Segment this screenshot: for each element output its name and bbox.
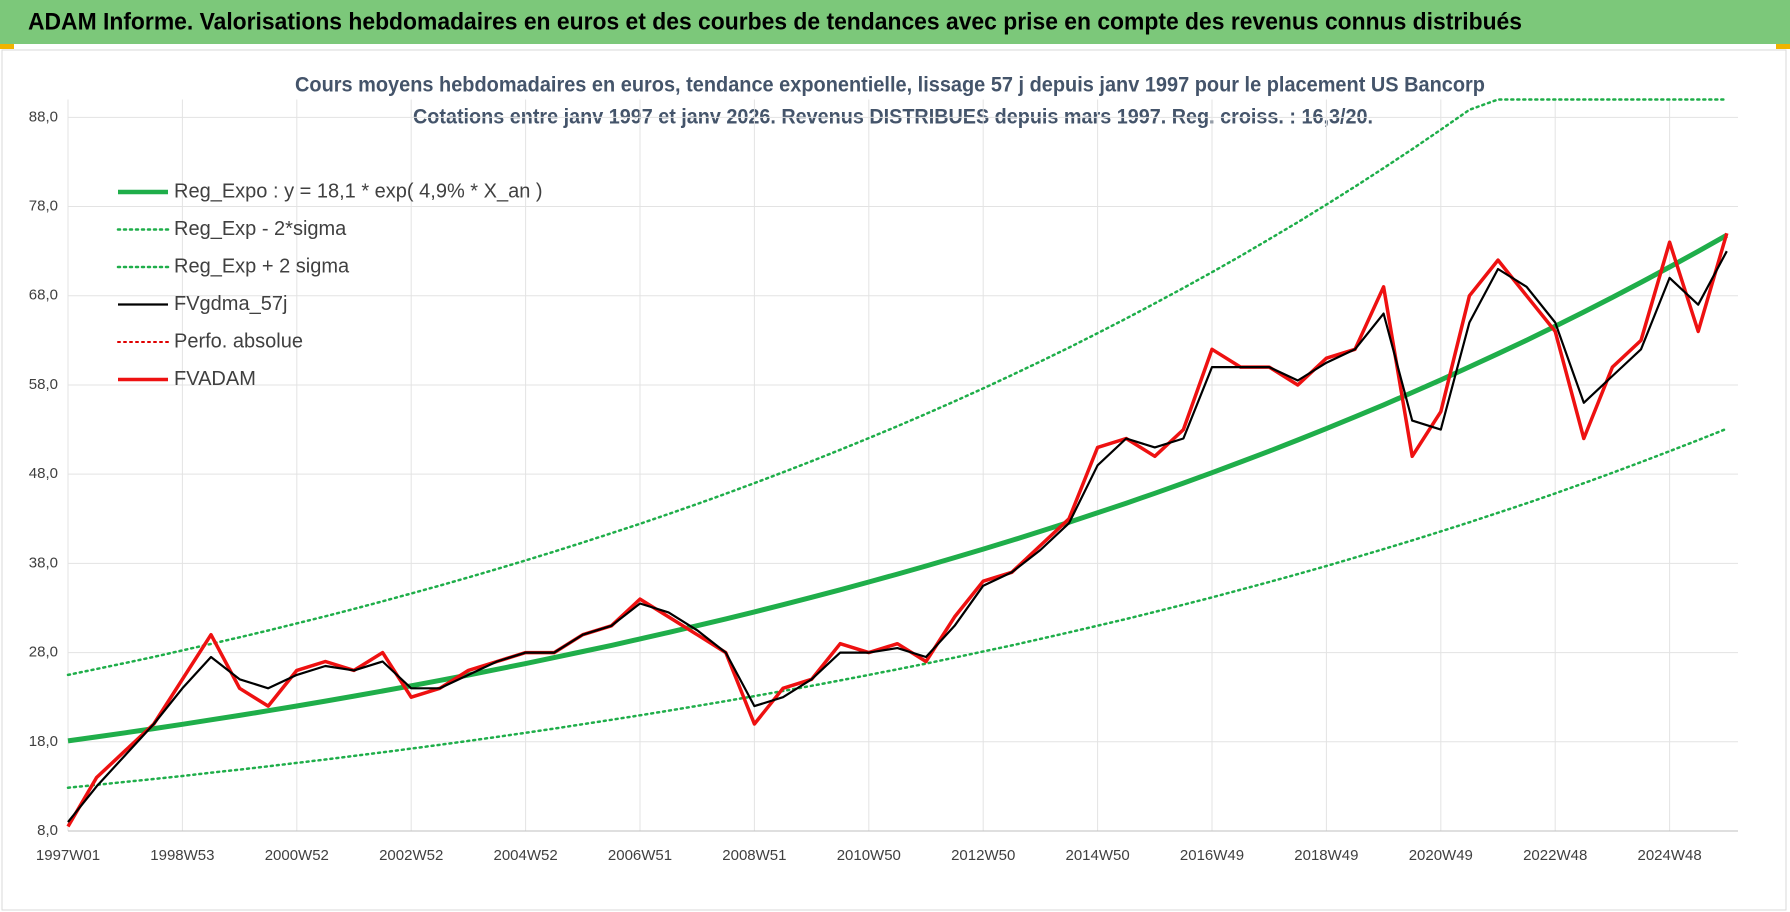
legend-label: Perfo. absolue [174, 330, 303, 352]
x-tick-label: 2016W49 [1180, 847, 1244, 864]
y-tick-label: 78,0 [29, 198, 58, 215]
y-tick-label: 38,0 [29, 554, 58, 571]
x-tick-label: 2022W48 [1523, 847, 1587, 864]
y-tick-label: 68,0 [29, 287, 58, 304]
x-tick-label: 2006W51 [608, 847, 672, 864]
legend-label: Reg_Expo : y = 18,1 * exp( 4,9% * X_an ) [174, 180, 543, 202]
series-line [66, 232, 1729, 828]
legend-label: Reg_Exp - 2*sigma [174, 218, 347, 240]
y-tick-label: 8,0 [37, 822, 58, 839]
x-tick-label: 2004W52 [493, 847, 557, 864]
series-line [67, 250, 1728, 823]
chart-border [1, 49, 1787, 911]
header-band [0, 0, 1790, 44]
x-tick-label: 2012W50 [951, 847, 1015, 864]
legend-label: FVADAM [174, 368, 256, 390]
series-line [66, 427, 1729, 789]
header-title: ADAM Informe. Valorisations hebdomadaire… [28, 8, 1522, 35]
corner [0, 44, 14, 49]
y-tick-label: 58,0 [29, 376, 58, 393]
x-tick-label: 1998W53 [150, 847, 214, 864]
x-tick-label: 2008W51 [722, 847, 786, 864]
chart-title: Cours moyens hebdomadaires en euros, ten… [295, 74, 1485, 97]
x-tick-label: 2024W48 [1637, 847, 1701, 864]
series-line [66, 98, 1729, 677]
x-tick-label: 2002W52 [379, 847, 443, 864]
x-tick-label: 2018W49 [1294, 847, 1358, 864]
y-tick-label: 18,0 [29, 733, 58, 750]
x-tick-label: 2020W49 [1409, 847, 1473, 864]
x-tick-label: 2010W50 [837, 847, 901, 864]
x-tick-label: 2000W52 [265, 847, 329, 864]
x-tick-label: 1997W01 [36, 847, 100, 864]
legend-label: FVgdma_57j [174, 293, 287, 315]
y-tick-label: 88,0 [29, 108, 58, 125]
y-tick-label: 48,0 [29, 465, 58, 482]
y-tick-label: 28,0 [29, 644, 58, 661]
corner [1776, 44, 1790, 49]
legend-label: Reg_Exp + 2 sigma [174, 255, 350, 277]
x-tick-label: 2014W50 [1065, 847, 1129, 864]
